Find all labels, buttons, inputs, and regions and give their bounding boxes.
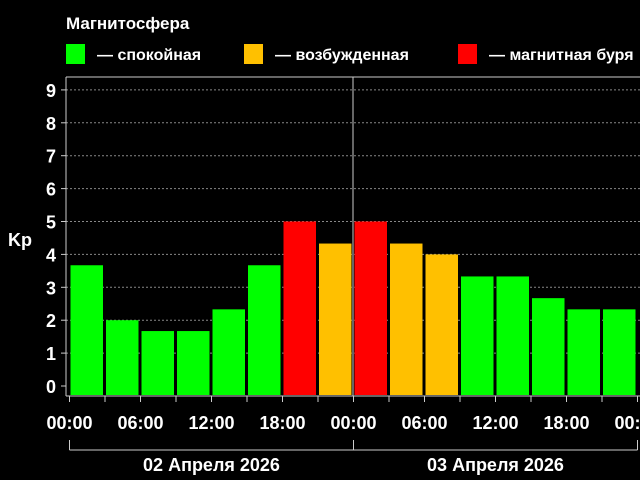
y-tick-label: 4 [46,245,56,265]
bar [283,221,316,395]
bar [390,243,423,395]
bar [248,265,281,395]
y-tick-label: 7 [46,147,56,167]
x-tick-label: 00:00 [330,413,376,433]
x-tick-label: 06:00 [117,413,163,433]
bar [567,309,600,395]
bar [425,254,458,395]
legend-label: — магнитная буря [489,47,634,64]
x-tick-label: 18:00 [543,413,589,433]
y-tick-label: 2 [46,311,56,331]
bar [177,331,210,395]
x-tick-label: 12:00 [188,413,234,433]
bar [141,331,174,395]
legend: — спокойная — возбужденная — магнитная бур… [66,44,634,64]
legend-swatch [458,44,477,64]
bar [603,309,636,395]
y-tick-label: 5 [46,213,56,233]
y-axis-label: Kp [8,230,32,250]
y-tick-label: 6 [46,180,56,200]
bar [106,320,139,395]
bar [212,309,245,395]
bar [319,243,352,395]
bar [70,265,103,395]
x-tick-label: 00:00 [614,413,640,433]
day-label: 02 Апреля 2026 [143,455,280,475]
legend-label: — возбужденная [275,47,409,64]
bar [496,276,529,395]
bar [532,298,565,395]
chart-title: Магнитосфера [66,14,190,33]
legend-swatch [66,44,85,64]
y-tick-label: 8 [46,114,56,134]
bar [461,276,494,395]
bar [354,221,387,395]
y-tick-label: 1 [46,344,56,364]
x-tick-label: 00:00 [46,413,92,433]
y-tick-label: 3 [46,278,56,298]
day-label: 03 Апреля 2026 [427,455,564,475]
x-tick-label: 06:00 [401,413,447,433]
y-tick-label: 9 [46,81,56,101]
x-tick-label: 12:00 [472,413,518,433]
legend-label: — спокойная [97,47,201,64]
axes: 0 1 2 3 4 5 6 7 8 9 00:00 06:00 12:00 18:00 00:00 06:00… [46,76,640,475]
bars [70,221,636,395]
x-tick-label: 18:00 [259,413,305,433]
y-tick-label: 0 [46,377,56,397]
legend-swatch [244,44,263,64]
